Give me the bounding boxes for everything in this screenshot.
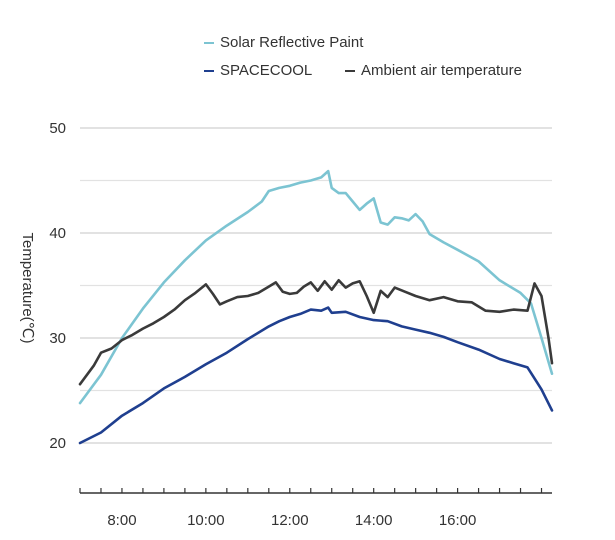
x-tick-label: 10:00 bbox=[187, 512, 225, 529]
x-tick-label: 12:00 bbox=[271, 512, 309, 529]
legend-swatch-spacecool bbox=[204, 70, 214, 73]
x-tick-label: 16:00 bbox=[439, 512, 477, 529]
x-tick-label: 8:00 bbox=[107, 512, 136, 529]
series-lines bbox=[78, 169, 554, 445]
y-tick-label: 50 bbox=[49, 120, 66, 137]
series-line-solar-reflective-paint bbox=[78, 169, 554, 405]
y-axis-label-text: Temperature(℃) bbox=[19, 232, 36, 344]
y-tick-label: 20 bbox=[49, 435, 66, 452]
series-line-spacecool bbox=[78, 306, 554, 445]
legend-label-ambient-air-temperature: Ambient air temperature bbox=[361, 62, 522, 79]
gridlines bbox=[80, 127, 552, 444]
axes bbox=[79, 488, 552, 494]
legend-swatch-solar-reflective-paint bbox=[204, 42, 214, 45]
y-tick-label: 30 bbox=[49, 330, 66, 347]
legend-label-spacecool: SPACECOOL bbox=[220, 62, 313, 79]
legend-item-spacecool: SPACECOOL bbox=[204, 62, 312, 79]
legend-swatch-ambient-air-temperature bbox=[345, 70, 355, 73]
tick-labels: 20 30 40 50 8:00 10:00 12:00 14:00 16:00 bbox=[49, 120, 476, 529]
series-line-ambient-air-temperature bbox=[78, 278, 554, 386]
legend-item-ambient-air-temperature: Ambient air temperature bbox=[345, 62, 522, 79]
legend-label-solar-reflective-paint: Solar Reflective Paint bbox=[220, 34, 364, 51]
x-tick-label: 14:00 bbox=[355, 512, 393, 529]
y-tick-label: 40 bbox=[49, 225, 66, 242]
legend-item-solar-reflective-paint: Solar Reflective Paint bbox=[204, 34, 363, 51]
